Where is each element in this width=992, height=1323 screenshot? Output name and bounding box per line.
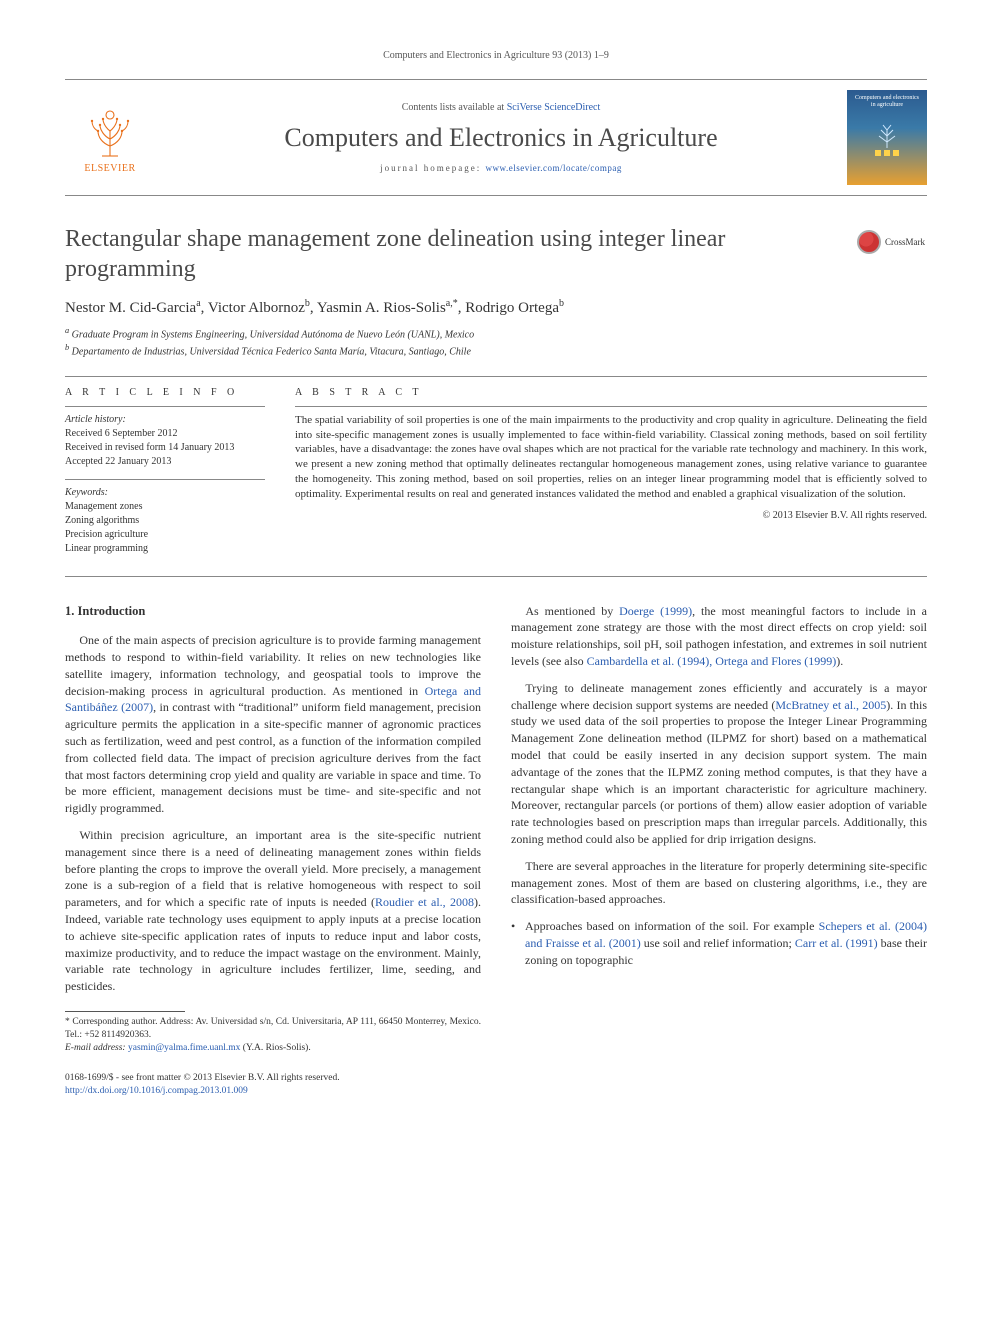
abstract-column: A B S T R A C T The spatial variability …: [295, 387, 927, 566]
email-footnote: E-mail address: yasmin@yalma.fime.uanl.m…: [65, 1042, 481, 1055]
affiliation: a Graduate Program in Systems Engineerin…: [65, 325, 927, 342]
journal-name: Computers and Electronics in Agriculture: [155, 123, 847, 153]
abstract-head: A B S T R A C T: [295, 387, 927, 398]
corresponding-footnote: * Corresponding author. Address: Av. Uni…: [65, 1016, 481, 1042]
journal-homepage-line: journal homepage: www.elsevier.com/locat…: [155, 163, 847, 173]
divider: [65, 576, 927, 577]
issn-line: 0168-1699/$ - see front matter © 2013 El…: [65, 1072, 340, 1085]
homepage-prefix: journal homepage:: [380, 163, 485, 173]
affiliations: a Graduate Program in Systems Engineerin…: [65, 325, 927, 360]
section-heading: 1. Introduction: [65, 603, 481, 621]
running-head: Computers and Electronics in Agriculture…: [65, 50, 927, 61]
bullet-icon: •: [511, 918, 525, 968]
journal-cover-thumbnail: Computers and electronics in agriculture: [847, 90, 927, 185]
keyword: Precision agriculture: [65, 528, 265, 542]
body-paragraph: As mentioned by Doerge (1999), the most …: [511, 603, 927, 670]
masthead: ELSEVIER Contents lists available at Sci…: [65, 79, 927, 196]
body-paragraph: One of the main aspects of precision agr…: [65, 632, 481, 817]
body-paragraph: Trying to delineate management zones eff…: [511, 680, 927, 848]
abstract-copyright: © 2013 Elsevier B.V. All rights reserved…: [295, 510, 927, 521]
keyword: Zoning algorithms: [65, 514, 265, 528]
contents-prefix: Contents lists available at: [402, 102, 507, 113]
cover-art-icon: [857, 108, 917, 158]
page-footer: 0168-1699/$ - see front matter © 2013 El…: [65, 1072, 927, 1098]
homepage-link[interactable]: www.elsevier.com/locate/compag: [486, 163, 622, 173]
keywords-block: Keywords: Management zones Zoning algori…: [65, 479, 265, 556]
footnote-rule: [65, 1011, 185, 1012]
history-label: Article history:: [65, 413, 265, 427]
keyword: Linear programming: [65, 542, 265, 556]
history-item: Received 6 September 2012: [65, 427, 265, 441]
article-info-column: A R T I C L E I N F O Article history: R…: [65, 387, 265, 566]
crossmark-label: CrossMark: [885, 237, 925, 247]
cover-caption: Computers and electronics in agriculture: [852, 95, 922, 108]
history-item: Received in revised form 14 January 2013: [65, 441, 265, 455]
email-link[interactable]: yasmin@yalma.fime.uanl.mx: [128, 1043, 240, 1053]
author: Nestor M. Cid-Garciaa: [65, 300, 201, 316]
author-list: Nestor M. Cid-Garciaa, Victor Albornozb,…: [65, 298, 927, 317]
affiliation: b Departamento de Industrias, Universida…: [65, 342, 927, 359]
author: Yasmin A. Rios-Solisa,*: [317, 300, 458, 316]
body-paragraph: There are several approaches in the lite…: [511, 858, 927, 908]
contents-available-line: Contents lists available at SciVerse Sci…: [155, 102, 847, 113]
body-two-column: 1. Introduction One of the main aspects …: [65, 603, 927, 1055]
bullet-item: • Approaches based on information of the…: [511, 918, 927, 968]
publisher-label: ELSEVIER: [84, 163, 135, 174]
bullet-text: Approaches based on information of the s…: [525, 918, 927, 968]
crossmark-icon: [857, 230, 881, 254]
divider: [65, 376, 927, 377]
abstract-text: The spatial variability of soil properti…: [295, 406, 927, 502]
keyword: Management zones: [65, 500, 265, 514]
article-title: Rectangular shape management zone deline…: [65, 224, 843, 284]
doi-link[interactable]: http://dx.doi.org/10.1016/j.compag.2013.…: [65, 1086, 248, 1096]
crossmark-widget[interactable]: CrossMark: [857, 230, 927, 254]
body-paragraph: Within precision agriculture, an importa…: [65, 827, 481, 995]
elsevier-tree-icon: [80, 101, 140, 161]
sciencedirect-link[interactable]: SciVerse ScienceDirect: [507, 102, 601, 113]
footnotes: * Corresponding author. Address: Av. Uni…: [65, 1016, 481, 1054]
publisher-block: ELSEVIER: [65, 101, 155, 174]
author: Victor Albornozb: [208, 300, 310, 316]
author: Rodrigo Ortegab: [465, 300, 564, 316]
history-item: Accepted 22 January 2013: [65, 455, 265, 469]
keywords-label: Keywords:: [65, 486, 265, 500]
article-info-head: A R T I C L E I N F O: [65, 387, 265, 398]
article-history: Article history: Received 6 September 20…: [65, 406, 265, 469]
